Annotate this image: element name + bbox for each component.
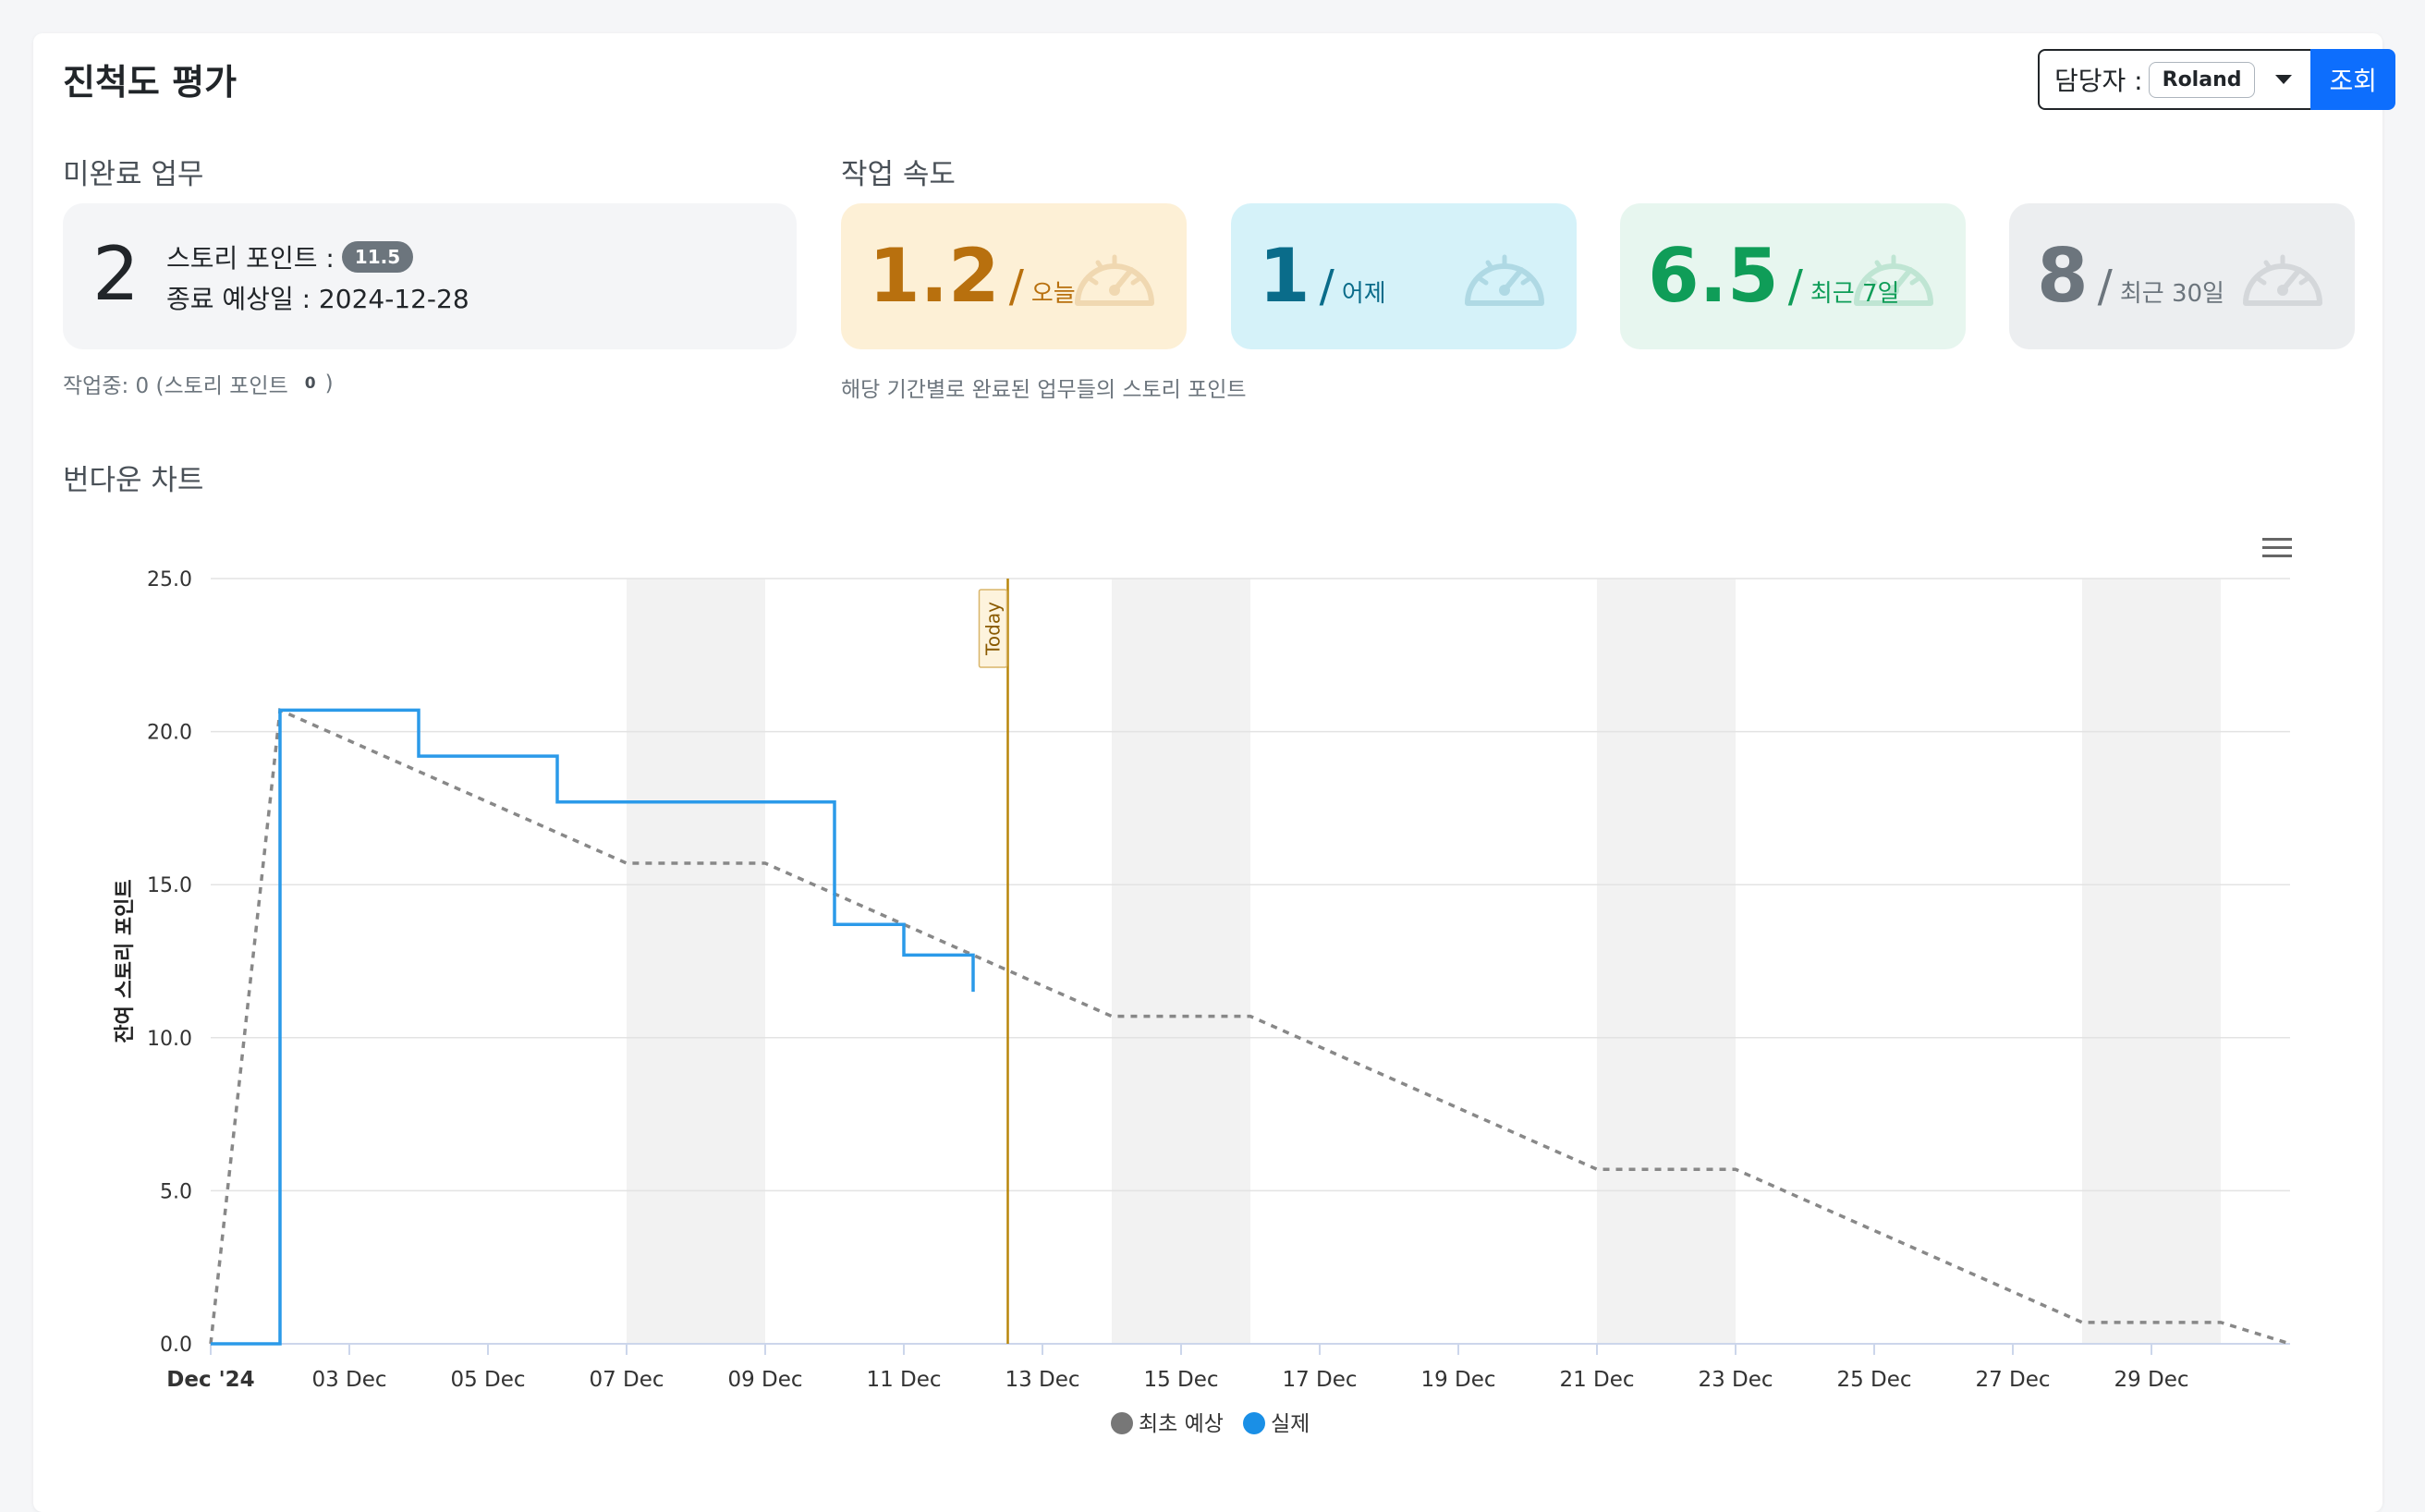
end-date-text: 종료 예상일 : 2024-12-28 — [166, 284, 469, 314]
in-progress-points: 0 — [304, 374, 316, 393]
velocity-number: 6.5 — [1648, 233, 1779, 319]
x-tick-label: 25 Dec — [1836, 1368, 1911, 1392]
series-line-1 — [211, 708, 975, 1346]
velocity-period: 최근 7일 — [1810, 280, 1900, 308]
velocity-number: 1.2 — [869, 233, 1000, 319]
velocity-slash: / — [1008, 261, 1024, 312]
x-tick-label: 17 Dec — [1282, 1368, 1357, 1392]
velocity-section-label: 작업 속도 — [841, 158, 956, 191]
incomplete-summary: 2 스토리 포인트 : 11.5 종료 예상일 : 2024-12-28 — [63, 203, 797, 349]
chart-section-label: 번다운 차트 — [63, 464, 204, 497]
velocity-value: 8/최근 30일 — [2037, 233, 2224, 319]
velocity-slash: / — [2097, 261, 2113, 312]
weekend-band — [2082, 579, 2221, 1344]
speedometer-icon — [1465, 254, 1544, 306]
x-tick-label: 23 Dec — [1698, 1368, 1773, 1392]
incomplete-section-label: 미완료 업무 — [63, 158, 204, 191]
assignee-label: 담당자 : — [2054, 66, 2143, 96]
in-progress-prefix: 작업중: 0 (스토리 포인트 — [63, 374, 288, 398]
y-tick-label: 10.0 — [147, 1028, 192, 1051]
assignee-value: Roland — [2148, 61, 2256, 98]
weekend-band — [1597, 579, 1736, 1344]
legend-item[interactable]: 실제 — [1271, 1412, 1310, 1436]
velocity-number: 1 — [1259, 233, 1310, 319]
x-tick-label: 13 Dec — [1005, 1368, 1079, 1392]
incomplete-count: 2 — [92, 231, 140, 317]
velocity-card: 8/최근 30일 — [2009, 203, 2355, 349]
speedometer-icon — [2243, 254, 2322, 306]
x-tick-label: 19 Dec — [1420, 1368, 1495, 1392]
x-tick-label: 27 Dec — [1975, 1368, 2050, 1392]
y-tick-label: 0.0 — [160, 1334, 192, 1357]
velocity-slash: / — [1787, 261, 1803, 312]
today-label-box — [978, 589, 1008, 668]
velocity-period: 어제 — [1341, 280, 1386, 308]
y-tick-label: 15.0 — [147, 874, 192, 897]
series-line-0 — [209, 707, 2291, 1346]
in-progress-suffix: ) — [324, 372, 334, 396]
chevron-down-icon[interactable] — [2275, 75, 2293, 84]
y-tick-label: 20.0 — [147, 722, 192, 745]
page-title: 진척도 평가 — [63, 62, 238, 103]
legend-item[interactable]: 최초 예상 — [1139, 1412, 1224, 1436]
x-tick-label: 03 Dec — [311, 1368, 386, 1392]
query-button[interactable]: 조회 — [2310, 49, 2396, 110]
velocity-value: 1.2/오늘 — [869, 233, 1076, 319]
velocity-card: 6.5/최근 7일 — [1620, 203, 1966, 349]
story-points-line: 스토리 포인트 : 11.5 — [166, 238, 414, 275]
velocity-number: 8 — [2037, 233, 2089, 319]
velocity-period: 오늘 — [1030, 280, 1076, 308]
chart-menu-icon[interactable] — [2262, 536, 2294, 560]
legend-marker — [1243, 1412, 1265, 1434]
x-tick-label: 09 Dec — [727, 1368, 802, 1392]
today-label: Today — [982, 602, 1005, 656]
assignee-select[interactable]: 담당자 : Roland — [2038, 49, 2311, 110]
speedometer-icon — [1075, 254, 1154, 306]
x-tick-label: 07 Dec — [589, 1368, 664, 1392]
y-tick-label: 25.0 — [147, 568, 192, 591]
x-tick-label: 29 Dec — [2114, 1368, 2188, 1392]
velocity-value: 1/어제 — [1259, 233, 1386, 319]
weekend-band — [627, 579, 765, 1344]
speedometer-icon — [1854, 254, 1933, 306]
y-axis-label: 잔여 스토리 포인트 — [114, 879, 137, 1043]
y-tick-label: 5.0 — [160, 1180, 192, 1203]
assignee-filter: 담당자 : Roland 조회 — [2038, 49, 2396, 110]
velocity-value: 6.5/최근 7일 — [1648, 233, 1899, 319]
in-progress-text: 작업중: 0 (스토리 포인트 0 ) — [63, 368, 334, 399]
x-tick-label: 21 Dec — [1559, 1368, 1634, 1392]
x-tick-label: Dec '24 — [166, 1368, 254, 1392]
x-tick-label: 15 Dec — [1143, 1368, 1218, 1392]
story-points-badge: 11.5 — [341, 241, 414, 273]
velocity-slash: / — [1319, 261, 1334, 312]
velocity-card: 1.2/오늘 — [841, 203, 1187, 349]
velocity-note: 해당 기간별로 완료된 업무들의 스토리 포인트 — [841, 378, 1247, 402]
legend-marker — [1111, 1412, 1133, 1434]
velocity-period: 최근 30일 — [2119, 280, 2224, 308]
velocity-card: 1/어제 — [1231, 203, 1577, 349]
x-tick-label: 11 Dec — [866, 1368, 941, 1392]
x-tick-label: 05 Dec — [450, 1368, 525, 1392]
weekend-band — [1112, 579, 1250, 1344]
story-points-label: 스토리 포인트 : — [166, 243, 335, 274]
